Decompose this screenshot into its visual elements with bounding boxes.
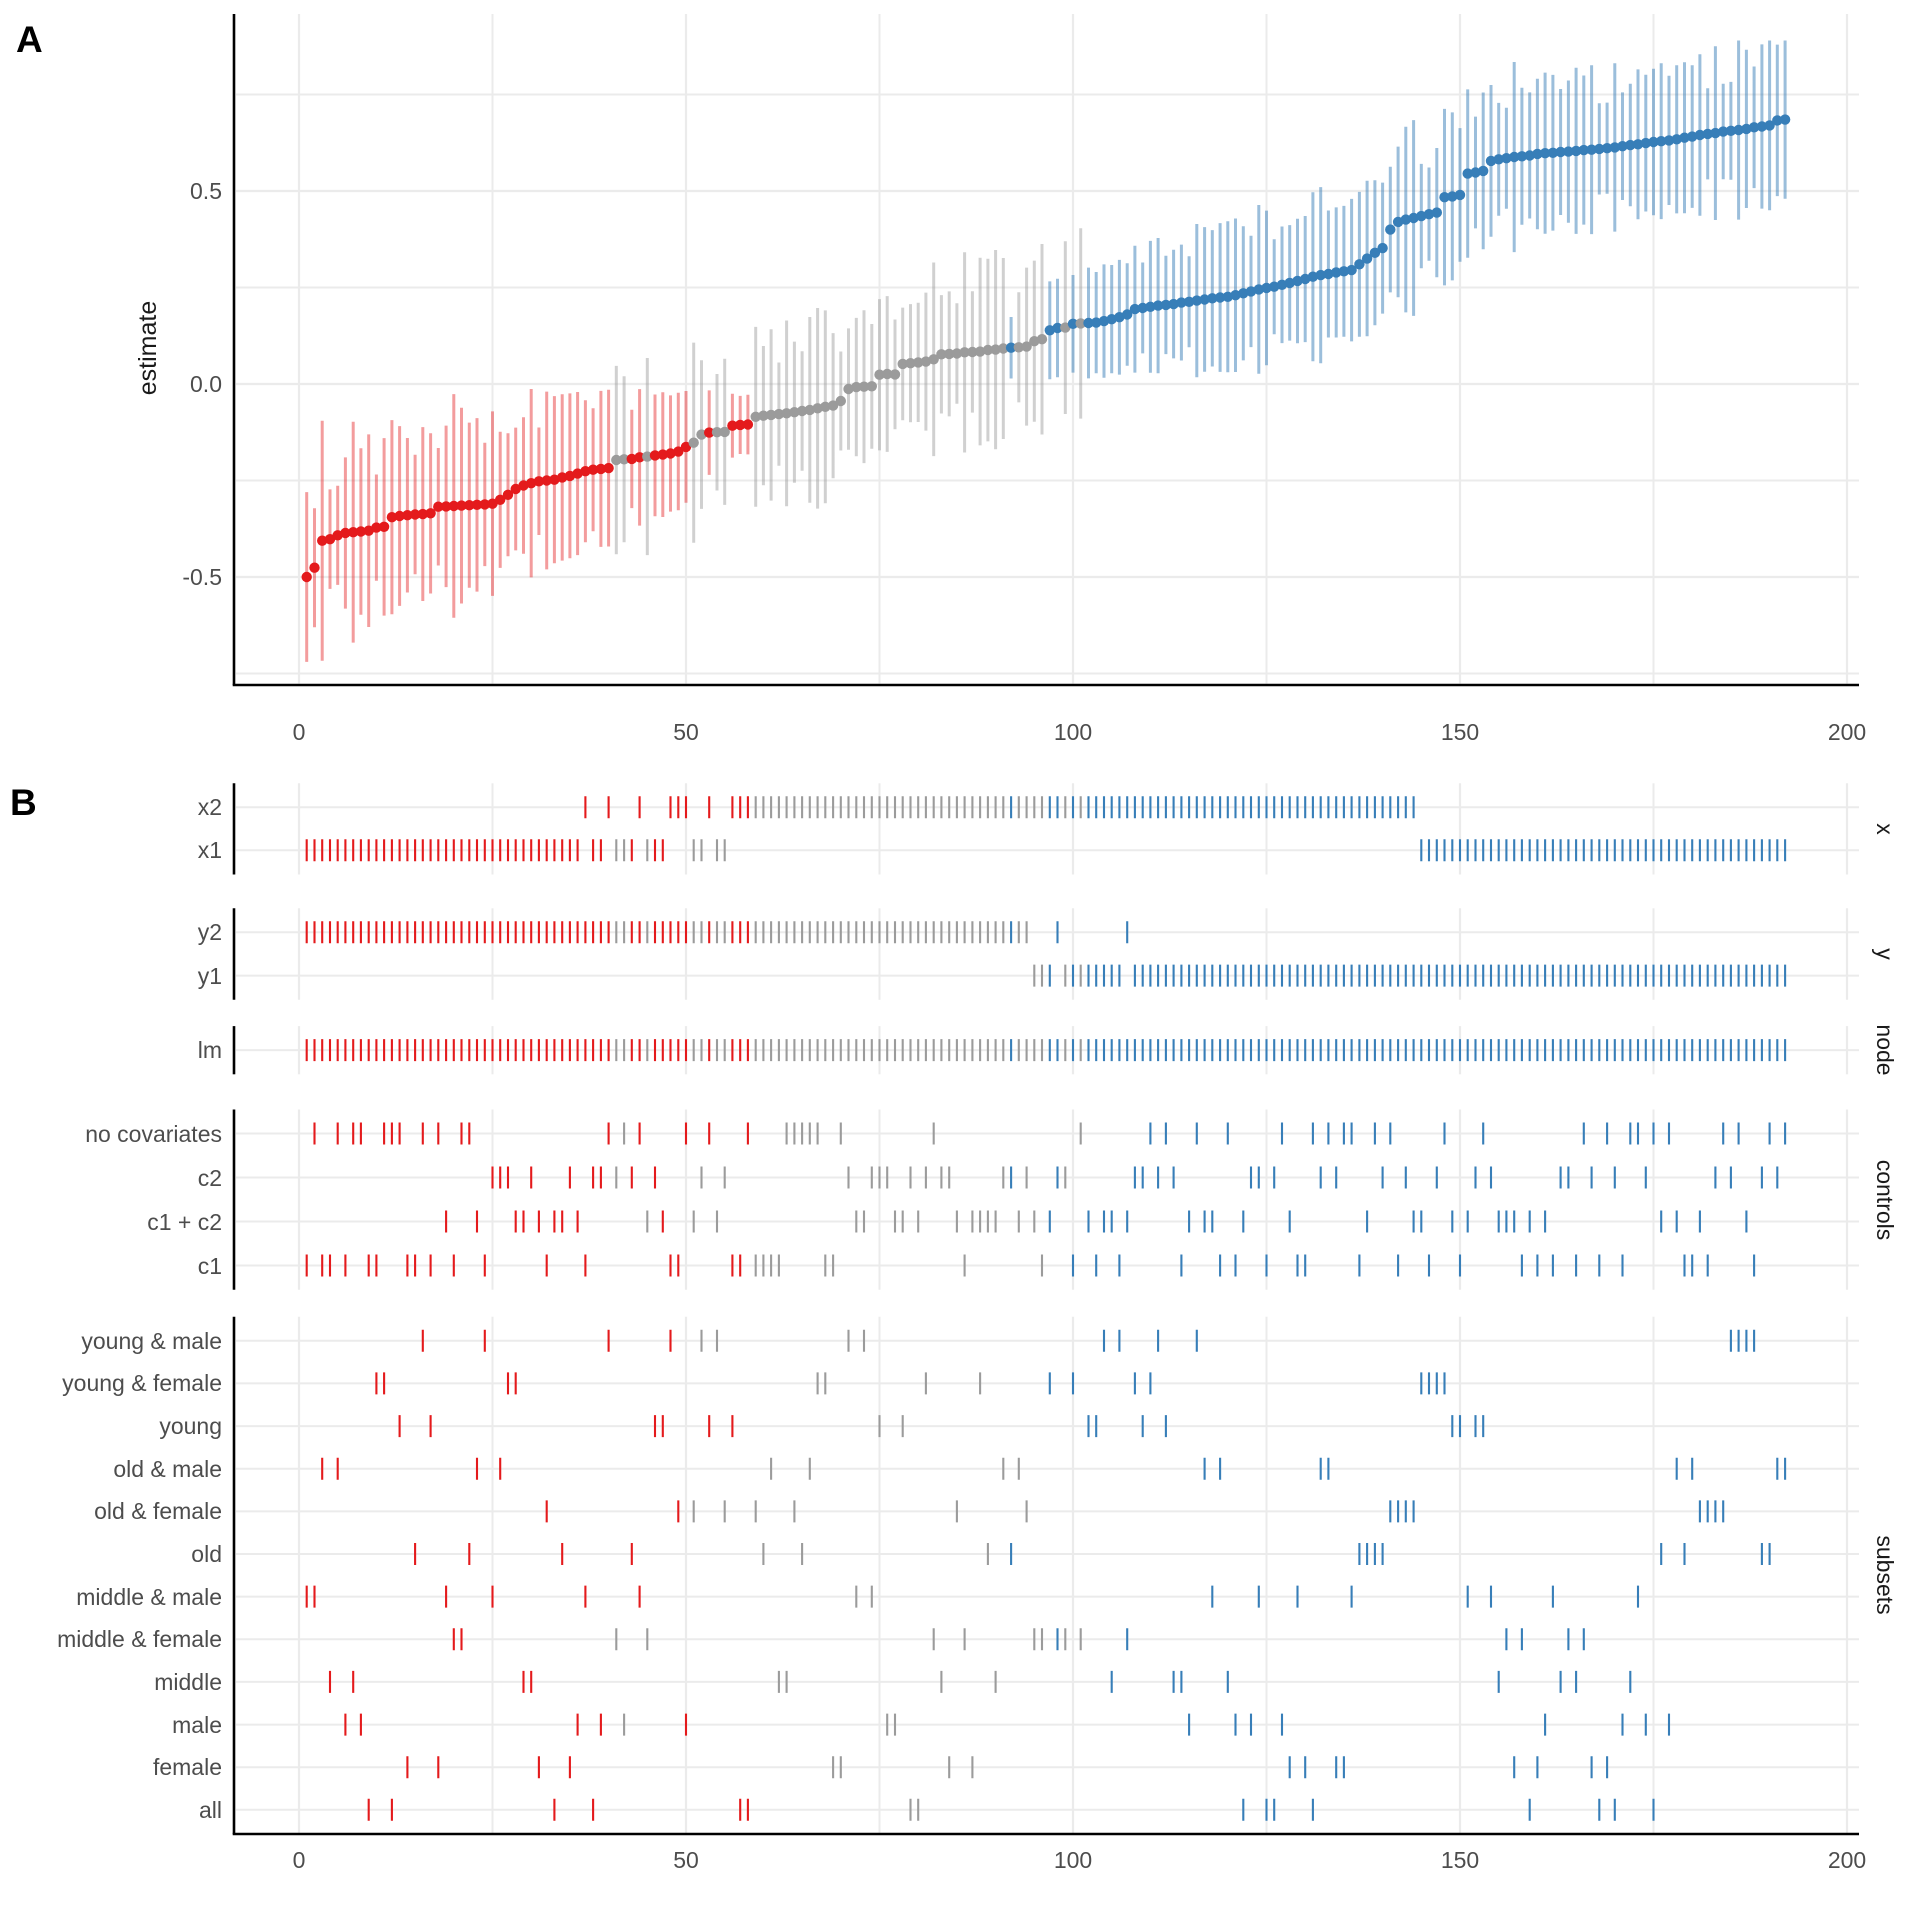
svg-text:subsets: subsets: [1872, 1535, 1898, 1614]
svg-text:old & female: old & female: [94, 1498, 222, 1524]
svg-text:middle: middle: [154, 1669, 222, 1695]
svg-text:0.0: 0.0: [190, 371, 222, 397]
svg-text:middle & female: middle & female: [57, 1626, 222, 1652]
svg-text:x2: x2: [198, 794, 222, 820]
svg-text:0: 0: [293, 1847, 306, 1873]
svg-text:estimate: estimate: [134, 301, 162, 395]
svg-text:middle & male: middle & male: [76, 1584, 222, 1610]
svg-text:50: 50: [673, 1847, 699, 1873]
svg-text:c2: c2: [198, 1165, 222, 1191]
svg-text:y2: y2: [198, 919, 222, 945]
svg-text:y1: y1: [198, 963, 222, 989]
svg-text:0.5: 0.5: [190, 178, 222, 204]
svg-text:all: all: [199, 1797, 222, 1823]
svg-text:young: young: [159, 1413, 222, 1439]
svg-text:100: 100: [1054, 719, 1092, 745]
svg-text:x: x: [1872, 823, 1898, 835]
svg-text:node: node: [1872, 1024, 1898, 1075]
svg-text:male: male: [172, 1712, 222, 1738]
svg-text:150: 150: [1441, 719, 1479, 745]
svg-text:-0.5: -0.5: [182, 564, 222, 590]
svg-text:old: old: [191, 1541, 222, 1567]
svg-text:lm: lm: [198, 1037, 222, 1063]
svg-text:A: A: [16, 19, 43, 60]
svg-text:150: 150: [1441, 1847, 1479, 1873]
svg-text:50: 50: [673, 719, 699, 745]
svg-text:y: y: [1872, 948, 1898, 960]
svg-text:0: 0: [293, 719, 306, 745]
svg-text:c1: c1: [198, 1253, 222, 1279]
svg-text:no covariates: no covariates: [85, 1121, 222, 1147]
svg-text:young & female: young & female: [62, 1370, 222, 1396]
svg-text:young & male: young & male: [81, 1328, 222, 1354]
svg-text:B: B: [10, 782, 37, 823]
svg-text:x1: x1: [198, 837, 222, 863]
svg-text:c1 + c2: c1 + c2: [147, 1209, 222, 1235]
svg-text:200: 200: [1828, 1847, 1866, 1873]
svg-text:controls: controls: [1872, 1160, 1898, 1241]
svg-text:female: female: [153, 1754, 222, 1780]
svg-text:old & male: old & male: [113, 1456, 222, 1482]
svg-text:200: 200: [1828, 719, 1866, 745]
svg-text:100: 100: [1054, 1847, 1092, 1873]
